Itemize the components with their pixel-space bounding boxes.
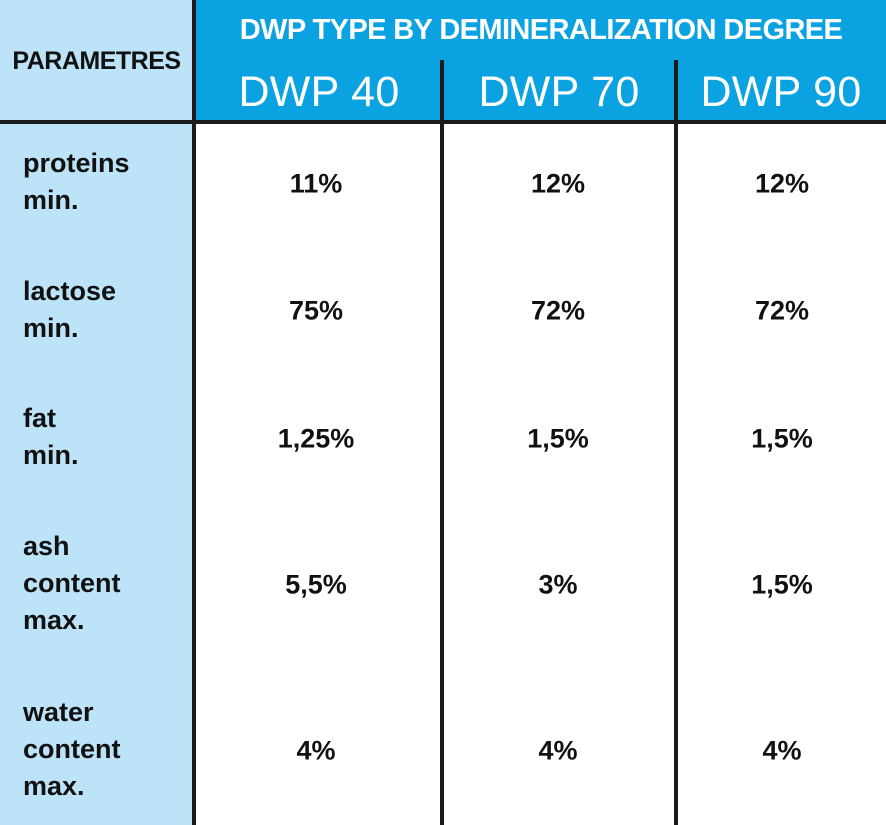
row-label-line: lactose [23, 276, 117, 306]
column-header-dwp-90: DWP 90 [700, 67, 862, 116]
row-label-line: content [23, 734, 121, 764]
value-cell: 12% [754, 168, 810, 199]
row-label-line: min. [23, 440, 79, 470]
row-label-water-content: water content max. [23, 694, 121, 805]
value-cell: 12% [530, 168, 586, 199]
row-label-line: min. [23, 185, 79, 215]
row-label-lactose: lactose min. [23, 273, 116, 347]
column-divider-2 [674, 60, 678, 825]
value-cell: 11% [289, 168, 343, 199]
row-label-line: ash [23, 531, 70, 561]
value-cell: 1,5% [751, 569, 813, 600]
row-label-line: min. [23, 313, 79, 343]
column-divider-1 [440, 60, 444, 825]
row-label-line: content [23, 568, 121, 598]
row-label-line: max. [23, 771, 85, 801]
parameters-header-label: PARAMETRES [12, 46, 181, 75]
dwp-type-header: DWP TYPE BY DEMINERALIZATION DEGREE DWP … [196, 0, 886, 120]
row-label-proteins: proteins min. [23, 145, 130, 219]
value-cell: 4% [762, 735, 802, 766]
parameters-divider [192, 0, 196, 825]
value-cell: 72% [530, 295, 586, 326]
column-header-dwp-40: DWP 40 [238, 67, 400, 116]
value-cell: 1,5% [527, 423, 589, 454]
row-label-fat: fat min. [23, 400, 79, 474]
value-cell: 3% [538, 569, 578, 600]
row-label-line: proteins [23, 148, 130, 178]
row-label-line: max. [23, 605, 85, 635]
column-header-dwp-70: DWP 70 [478, 67, 640, 116]
value-cell: 1,25% [277, 423, 355, 454]
value-cell: 4% [538, 735, 578, 766]
value-cell: 4% [296, 735, 336, 766]
value-cell: 1,5% [751, 423, 813, 454]
row-label-line: water [23, 697, 94, 727]
value-cell: 5,5% [285, 569, 347, 600]
group-header-title: DWP TYPE BY DEMINERALIZATION DEGREE [239, 14, 843, 46]
row-label-ash-content: ash content max. [23, 528, 121, 639]
value-cell: 75% [288, 295, 344, 326]
parameters-header-cell: PARAMETRES [0, 0, 193, 122]
value-cell: 72% [754, 295, 810, 326]
parameters-column [0, 122, 193, 825]
row-label-line: fat [23, 403, 56, 433]
